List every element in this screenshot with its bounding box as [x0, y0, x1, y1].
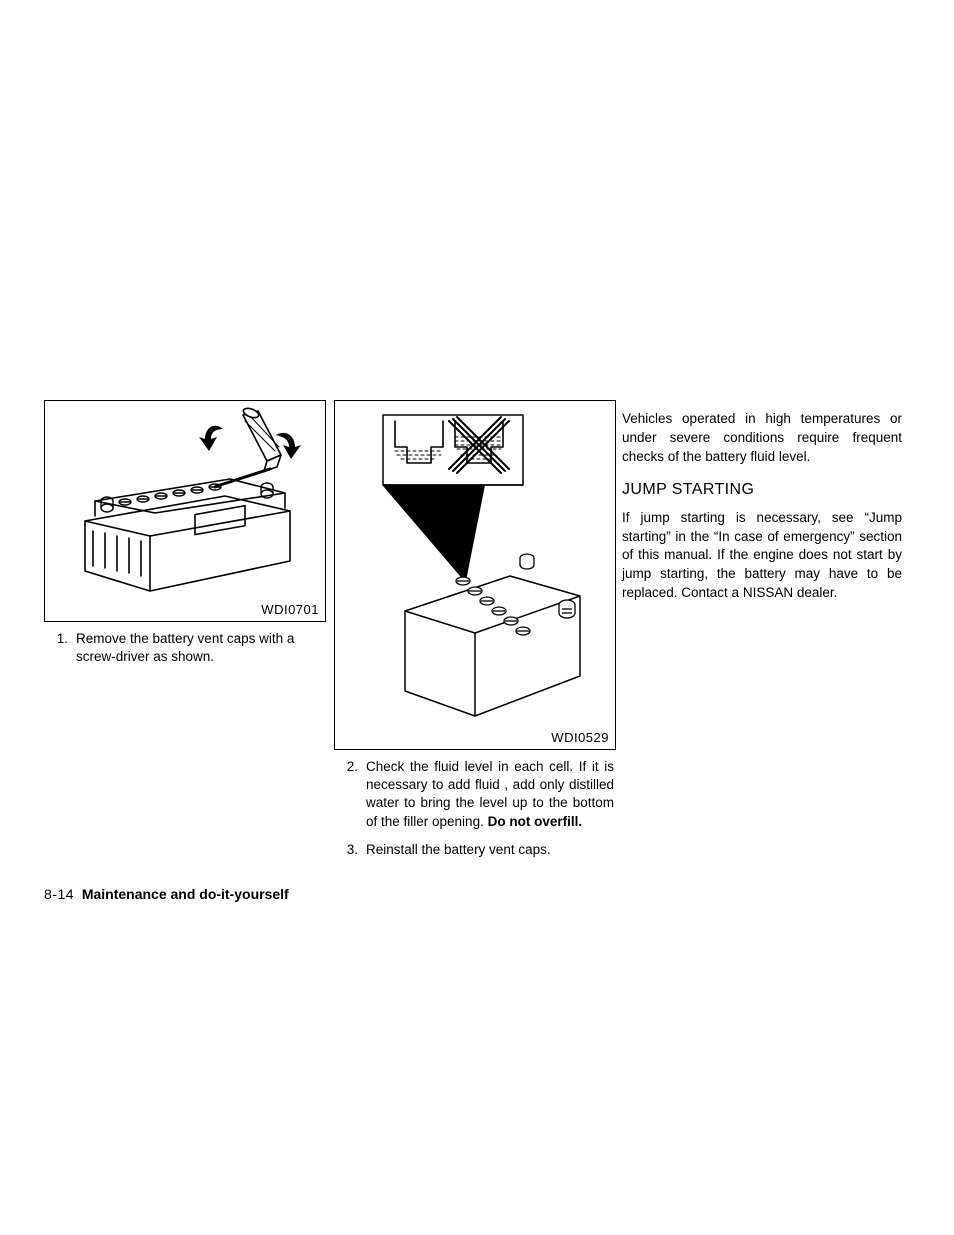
step-1-number: 1. [44, 630, 76, 666]
step-2-number: 2. [334, 758, 366, 831]
figure-2-code: WDI0529 [551, 730, 609, 745]
column-3: Vehicles operated in high temperatures o… [622, 410, 902, 613]
page-number: 8-14 [44, 886, 74, 902]
step-3-number: 3. [334, 841, 366, 859]
figure-1-code: WDI0701 [261, 602, 319, 617]
step-3-text-pre: Reinstall the battery vent caps. [366, 842, 551, 857]
col3-intro: Vehicles operated in high temperatures o… [622, 410, 902, 467]
col2-step-list: 2. Check the fluid level in each cell. I… [334, 758, 614, 859]
column-2: WDI0529 2. Check the fluid level in each… [334, 400, 614, 869]
section-title: Maintenance and do-it-yourself [82, 886, 289, 902]
step-3-text: Reinstall the battery vent caps. [366, 841, 614, 859]
column-1: WDI0701 1. Remove the battery vent caps … [44, 400, 324, 676]
col3-body: If jump starting is necessary, see “Jump… [622, 509, 902, 603]
step-2: 2. Check the fluid level in each cell. I… [334, 758, 614, 831]
figure-1-svg [45, 401, 325, 621]
figure-1-frame: WDI0701 [44, 400, 326, 622]
step-2-text-bold: Do not overfill. [488, 814, 583, 829]
step-3: 3. Reinstall the battery vent caps. [334, 841, 614, 859]
col1-step-list: 1. Remove the battery vent caps with a s… [44, 630, 324, 666]
step-1: 1. Remove the battery vent caps with a s… [44, 630, 324, 666]
manual-page: WDI0701 1. Remove the battery vent caps … [0, 0, 954, 1235]
jump-starting-heading: JUMP STARTING [622, 481, 902, 499]
step-1-text: Remove the battery vent caps with a scre… [76, 630, 324, 666]
figure-2-svg [335, 401, 615, 749]
figure-2-frame: WDI0529 [334, 400, 616, 750]
step-2-text: Check the fluid level in each cell. If i… [366, 758, 614, 831]
page-footer: 8-14 Maintenance and do-it-yourself [44, 886, 289, 902]
